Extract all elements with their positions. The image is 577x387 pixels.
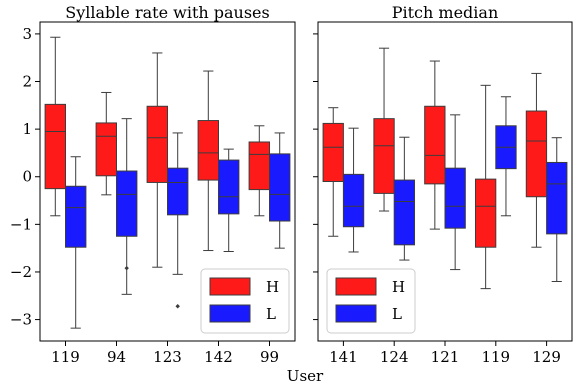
legend-swatch-L bbox=[209, 304, 251, 323]
box-iqr bbox=[525, 110, 548, 198]
x-tick-label: 124 bbox=[380, 348, 409, 366]
box-iqr bbox=[393, 179, 416, 246]
panel-title: Pitch median bbox=[392, 3, 499, 22]
box-H-94 bbox=[95, 91, 117, 196]
x-tick-label: 119 bbox=[51, 348, 80, 366]
plot-frame bbox=[39, 21, 296, 342]
box-iqr bbox=[322, 122, 344, 182]
box-H-124 bbox=[373, 47, 395, 212]
legend: HL bbox=[326, 268, 416, 334]
box-H-119 bbox=[474, 84, 497, 290]
box-H-121 bbox=[424, 60, 446, 230]
x-tick-label: 141 bbox=[329, 348, 358, 366]
y-tick-label: 1 bbox=[22, 120, 32, 138]
box-iqr bbox=[197, 120, 220, 181]
box-iqr bbox=[342, 173, 365, 228]
box-iqr bbox=[167, 167, 189, 216]
x-tick-label: 94 bbox=[107, 348, 126, 366]
box-H-142 bbox=[197, 70, 220, 252]
box-iqr bbox=[95, 122, 117, 177]
box-H-141 bbox=[322, 107, 344, 237]
x-tick-label: 121 bbox=[431, 348, 460, 366]
outlier-point bbox=[124, 265, 129, 271]
box-L-123 bbox=[167, 132, 189, 309]
legend: HL bbox=[200, 268, 290, 334]
plot-frame bbox=[317, 21, 573, 342]
panel-pitch-median: Pitch median 141 124 121 119 129 HL bbox=[313, 3, 573, 366]
box-L-119 bbox=[495, 96, 517, 217]
x-tick-label: 123 bbox=[153, 348, 182, 366]
y-tick-label: −1 bbox=[10, 215, 32, 233]
legend-label-L: L bbox=[392, 305, 402, 323]
box-iqr bbox=[373, 118, 395, 194]
box-H-119 bbox=[44, 36, 66, 217]
legend-swatch-H bbox=[209, 277, 251, 296]
box-iqr bbox=[146, 105, 169, 183]
box-iqr bbox=[546, 161, 568, 235]
legend-label-H: H bbox=[266, 278, 279, 296]
box-L-121 bbox=[444, 114, 466, 271]
box-L-141 bbox=[342, 127, 365, 253]
box-L-119 bbox=[65, 156, 87, 329]
legend-swatch-L bbox=[335, 304, 377, 323]
y-tick-label: 3 bbox=[22, 25, 32, 43]
box-iqr bbox=[116, 170, 138, 237]
box-iqr bbox=[269, 153, 291, 222]
box-H-123 bbox=[146, 52, 169, 268]
x-tick-label: 119 bbox=[481, 348, 510, 366]
box-L-142 bbox=[218, 148, 240, 252]
outlier-point bbox=[175, 304, 180, 309]
box-iqr bbox=[65, 185, 87, 248]
x-tick-label: 129 bbox=[532, 348, 561, 366]
x-tick-label: 142 bbox=[204, 348, 233, 366]
legend-label-H: H bbox=[392, 278, 405, 296]
box-L-94 bbox=[116, 118, 138, 295]
box-iqr bbox=[44, 103, 66, 190]
box-iqr bbox=[444, 167, 466, 229]
box-L-99 bbox=[269, 132, 291, 249]
y-tick-label: −2 bbox=[10, 263, 32, 281]
legend-label-L: L bbox=[266, 305, 276, 323]
x-tick-label: 99 bbox=[260, 348, 279, 366]
y-tick-label: 0 bbox=[22, 168, 32, 186]
box-iqr bbox=[248, 141, 271, 191]
panel-title: Syllable rate with pauses bbox=[65, 3, 269, 22]
box-L-129 bbox=[546, 137, 568, 282]
y-tick-label: −3 bbox=[10, 311, 32, 329]
box-iqr bbox=[474, 178, 497, 248]
box-iqr bbox=[218, 159, 240, 215]
box-iqr bbox=[424, 105, 446, 185]
box-H-129 bbox=[525, 72, 548, 248]
legend-swatch-H bbox=[335, 277, 377, 296]
box-L-124 bbox=[393, 136, 416, 261]
box-H-99 bbox=[248, 125, 271, 217]
x-axis-label: User bbox=[287, 367, 324, 385]
y-tick-label: 2 bbox=[22, 73, 32, 91]
